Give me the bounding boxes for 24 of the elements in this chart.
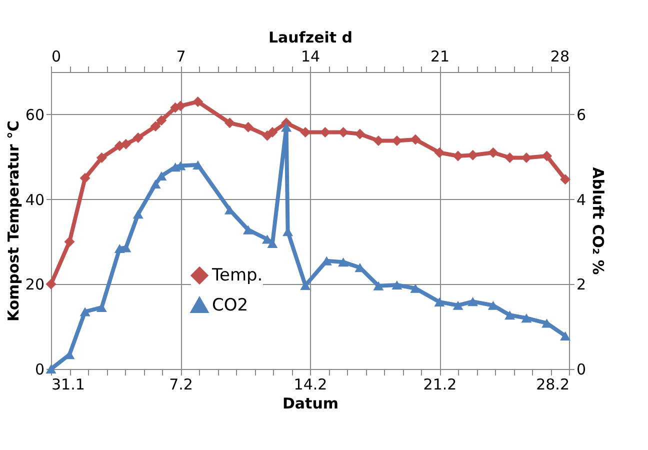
x2-tick-label: 31.1 <box>52 376 85 394</box>
y2-tick-label: 4 <box>576 190 586 209</box>
y2-tick-label: 6 <box>576 106 586 124</box>
x2-tick-label: 21.2 <box>423 376 457 394</box>
y2-axis-title: Abluft CO₂ % <box>589 167 608 275</box>
y-axis-title: Kompost Temperatur °C <box>4 120 22 322</box>
x2-tick-label: 7.2 <box>169 376 193 394</box>
y-tick-label: 20 <box>25 276 44 294</box>
x-tick-label: 21 <box>430 48 450 66</box>
x2-tick-label: 28.2 <box>536 376 570 394</box>
y-tick-label: 40 <box>25 190 44 209</box>
x-axis-title: Laufzeit d <box>268 28 353 46</box>
x2-axis-title: Datum <box>282 394 339 412</box>
legend-label: CO2 <box>212 296 248 316</box>
y2-tick-label: 2 <box>576 276 586 294</box>
x2-tick-label: 14.2 <box>294 376 328 394</box>
x-tick-label: 0 <box>52 48 62 66</box>
y-tick-label: 0 <box>34 360 44 378</box>
y-tick-label: 60 <box>25 106 44 124</box>
x-tick-label: 7 <box>176 48 186 66</box>
y2-tick-label: 0 <box>576 360 586 378</box>
x-tick-label: 28 <box>550 48 570 66</box>
legend-label: Temp. <box>211 266 263 286</box>
x-tick-label: 14 <box>300 48 320 66</box>
